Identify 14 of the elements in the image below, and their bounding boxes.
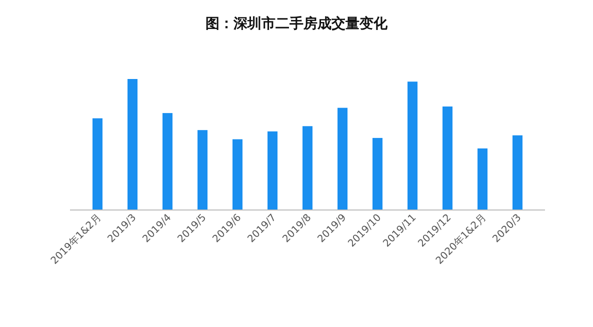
bar <box>408 82 418 210</box>
bar <box>512 135 522 210</box>
bar <box>302 126 312 210</box>
bar <box>478 148 488 210</box>
bar <box>268 131 278 210</box>
bar <box>162 113 172 210</box>
bar <box>442 106 452 210</box>
bar <box>232 139 242 210</box>
bar <box>372 138 382 210</box>
bar <box>198 130 208 210</box>
bar <box>338 108 348 210</box>
bar <box>128 79 138 210</box>
chart-title: 图：深圳市二手房成交量变化 <box>206 15 388 32</box>
bar <box>92 118 102 210</box>
